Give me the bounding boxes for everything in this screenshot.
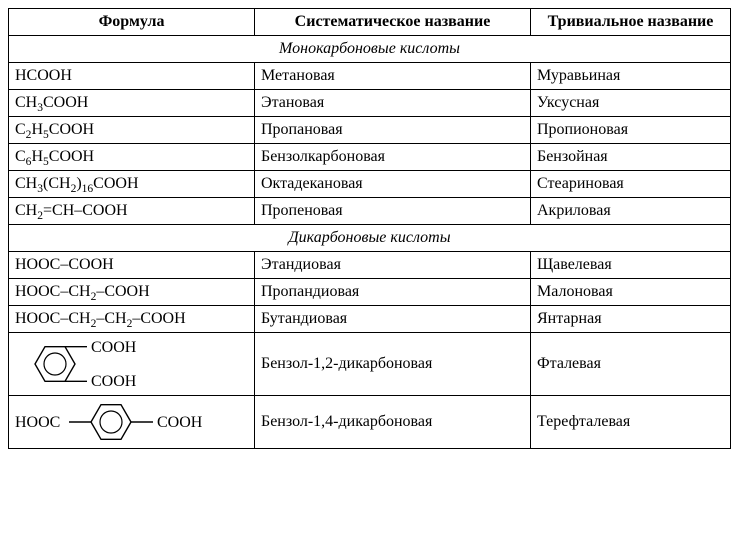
cell-trivial: Щавелевая [531, 252, 731, 279]
cell-trivial: Акриловая [531, 198, 731, 225]
cell-formula: CH2=CH–COOH [9, 198, 255, 225]
cell-systematic: Октадекановая [255, 171, 531, 198]
cell-formula: C2H5COOH [9, 117, 255, 144]
cell-formula: HOOC–CH2–COOH [9, 279, 255, 306]
benzene-para-icon: HOOC COOH [15, 400, 247, 444]
cell-trivial: Терефталевая [531, 396, 731, 449]
subst-left-label: HOOC [15, 414, 60, 431]
cell-systematic: Этановая [255, 90, 531, 117]
table-row: CH2=CH–COOH Пропеновая Акриловая [9, 198, 731, 225]
cell-formula: HOOC–COOH [9, 252, 255, 279]
section-mono-label: Монокарбоновые кислоты [9, 36, 731, 63]
cell-formula: CH3(CH2)16COOH [9, 171, 255, 198]
section-di-label: Дикарбоновые кислоты [9, 225, 731, 252]
cell-systematic: Бензол-1,4-дикарбоновая [255, 396, 531, 449]
cell-formula: C6H5COOH [9, 144, 255, 171]
cell-systematic: Метановая [255, 63, 531, 90]
table-row: CH3(CH2)16COOH Октадекановая Стеариновая [9, 171, 731, 198]
benzene-ortho-icon: COOH COOH [15, 337, 175, 391]
table-row: C2H5COOH Пропановая Пропионовая [9, 117, 731, 144]
cell-trivial: Малоновая [531, 279, 731, 306]
cell-formula: CH3COOH [9, 90, 255, 117]
cell-trivial: Муравьиная [531, 63, 731, 90]
subst-top-label: COOH [91, 339, 137, 356]
cell-trivial: Уксусная [531, 90, 731, 117]
header-systematic: Систематическое название [255, 9, 531, 36]
cell-formula-struct-ortho: COOH COOH [9, 333, 255, 396]
table-row: CH3COOH Этановая Уксусная [9, 90, 731, 117]
header-formula: Формула [9, 9, 255, 36]
cell-formula: HOOC–CH2–CH2–COOH [9, 306, 255, 333]
cell-systematic: Этандиовая [255, 252, 531, 279]
table-row: COOH COOH Бензол-1,2-дикарбоновая Фталев… [9, 333, 731, 396]
section-row-mono: Монокарбоновые кислоты [9, 36, 731, 63]
cell-systematic: Пропеновая [255, 198, 531, 225]
cell-systematic: Бензол-1,2-дикарбоновая [255, 333, 531, 396]
table-row: HOOC COOH Бензол-1,4-дикарбоновая Терефт… [9, 396, 731, 449]
table-row: HOOC–COOH Этандиовая Щавелевая [9, 252, 731, 279]
header-trivial: Тривиальное название [531, 9, 731, 36]
cell-trivial: Янтарная [531, 306, 731, 333]
subst-bot-label: COOH [91, 373, 137, 390]
acid-names-table: Формула Систематическое название Тривиал… [8, 8, 731, 449]
table-row: HOOC–CH2–COOH Пропандиовая Малоновая [9, 279, 731, 306]
header-row: Формула Систематическое название Тривиал… [9, 9, 731, 36]
table-row: HOOC–CH2–CH2–COOH Бутандиовая Янтарная [9, 306, 731, 333]
subst-right-label: COOH [157, 414, 203, 431]
cell-systematic: Пропановая [255, 117, 531, 144]
table-row: HCOOH Метановая Муравьиная [9, 63, 731, 90]
cell-formula-struct-para: HOOC COOH [9, 396, 255, 449]
cell-systematic: Бензолкарбоновая [255, 144, 531, 171]
cell-systematic: Пропандиовая [255, 279, 531, 306]
cell-trivial: Бензойная [531, 144, 731, 171]
cell-trivial: Стеариновая [531, 171, 731, 198]
table-row: C6H5COOH Бензолкарбоновая Бензойная [9, 144, 731, 171]
cell-trivial: Фталевая [531, 333, 731, 396]
cell-systematic: Бутандиовая [255, 306, 531, 333]
cell-formula: HCOOH [9, 63, 255, 90]
section-row-di: Дикарбоновые кислоты [9, 225, 731, 252]
cell-trivial: Пропионовая [531, 117, 731, 144]
